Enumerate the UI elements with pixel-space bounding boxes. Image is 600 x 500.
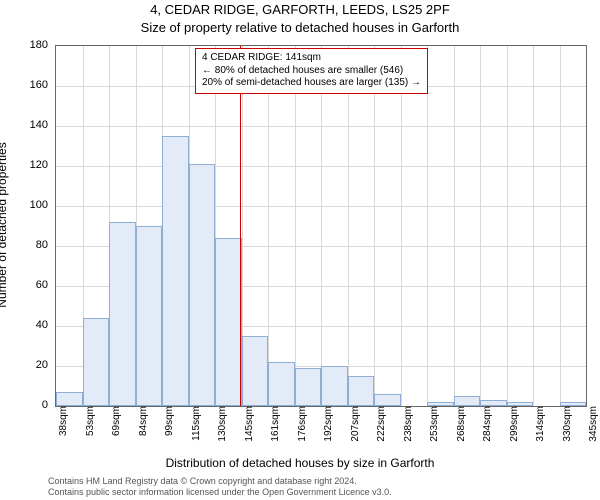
x-tick-label: 330sqm xyxy=(562,406,573,452)
x-tick-label: 69sqm xyxy=(111,406,122,452)
grid-vertical xyxy=(427,46,428,406)
y-tick-label: 40 xyxy=(8,319,48,331)
annotation-box: 4 CEDAR RIDGE: 141sqm ← 80% of detached … xyxy=(195,48,428,94)
footer-text: Contains HM Land Registry data © Crown c… xyxy=(48,476,588,498)
x-tick-label: 253sqm xyxy=(429,406,440,452)
x-tick-label: 238sqm xyxy=(403,406,414,452)
x-tick-label: 99sqm xyxy=(164,406,175,452)
bar xyxy=(136,226,163,406)
y-tick-label: 80 xyxy=(8,239,48,251)
grid-vertical xyxy=(560,46,561,406)
x-tick-label: 314sqm xyxy=(535,406,546,452)
grid-vertical xyxy=(401,46,402,406)
grid-vertical xyxy=(268,46,269,406)
plot-area xyxy=(55,45,587,407)
y-tick-label: 140 xyxy=(8,119,48,131)
x-tick-label: 38sqm xyxy=(58,406,69,452)
bar xyxy=(109,222,136,406)
x-tick-label: 161sqm xyxy=(270,406,281,452)
x-tick-label: 176sqm xyxy=(297,406,308,452)
y-tick-label: 180 xyxy=(8,39,48,51)
bar xyxy=(56,392,83,406)
grid-vertical xyxy=(533,46,534,406)
x-tick-label: 284sqm xyxy=(482,406,493,452)
grid-vertical xyxy=(295,46,296,406)
bar xyxy=(454,396,481,406)
grid-vertical xyxy=(507,46,508,406)
chart-title-line1: 4, CEDAR RIDGE, GARFORTH, LEEDS, LS25 2P… xyxy=(0,2,600,17)
bar xyxy=(162,136,189,406)
x-tick-label: 207sqm xyxy=(350,406,361,452)
y-tick-label: 0 xyxy=(8,399,48,411)
y-tick-label: 100 xyxy=(8,199,48,211)
grid-vertical xyxy=(348,46,349,406)
y-tick-label: 160 xyxy=(8,79,48,91)
chart-container: 4, CEDAR RIDGE, GARFORTH, LEEDS, LS25 2P… xyxy=(0,0,600,500)
bar xyxy=(83,318,110,406)
footer-line1: Contains HM Land Registry data © Crown c… xyxy=(48,476,588,487)
grid-vertical xyxy=(480,46,481,406)
y-tick-label: 120 xyxy=(8,159,48,171)
bar xyxy=(321,366,348,406)
x-tick-label: 222sqm xyxy=(376,406,387,452)
bar xyxy=(295,368,322,406)
x-tick-label: 145sqm xyxy=(244,406,255,452)
x-tick-label: 268sqm xyxy=(456,406,467,452)
x-tick-label: 84sqm xyxy=(138,406,149,452)
bar xyxy=(348,376,375,406)
x-tick-label: 53sqm xyxy=(85,406,96,452)
x-tick-label: 115sqm xyxy=(191,406,202,452)
y-tick-label: 20 xyxy=(8,359,48,371)
y-tick-label: 60 xyxy=(8,279,48,291)
annotation-line2: ← 80% of detached houses are smaller (54… xyxy=(202,65,421,78)
bar xyxy=(374,394,401,406)
grid-vertical xyxy=(374,46,375,406)
x-tick-label: 299sqm xyxy=(509,406,520,452)
bar xyxy=(215,238,242,406)
annotation-line3: 20% of semi-detached houses are larger (… xyxy=(202,77,421,90)
x-axis-label: Distribution of detached houses by size … xyxy=(0,456,600,470)
x-tick-label: 192sqm xyxy=(323,406,334,452)
bar xyxy=(242,336,269,406)
x-tick-label: 345sqm xyxy=(588,406,599,452)
marker-line xyxy=(240,46,241,406)
bar xyxy=(189,164,216,406)
grid-vertical xyxy=(321,46,322,406)
x-tick-label: 130sqm xyxy=(217,406,228,452)
chart-title-line2: Size of property relative to detached ho… xyxy=(0,20,600,35)
bar xyxy=(268,362,295,406)
footer-line2: Contains public sector information licen… xyxy=(48,487,588,498)
grid-vertical xyxy=(454,46,455,406)
annotation-line1: 4 CEDAR RIDGE: 141sqm xyxy=(202,52,421,65)
